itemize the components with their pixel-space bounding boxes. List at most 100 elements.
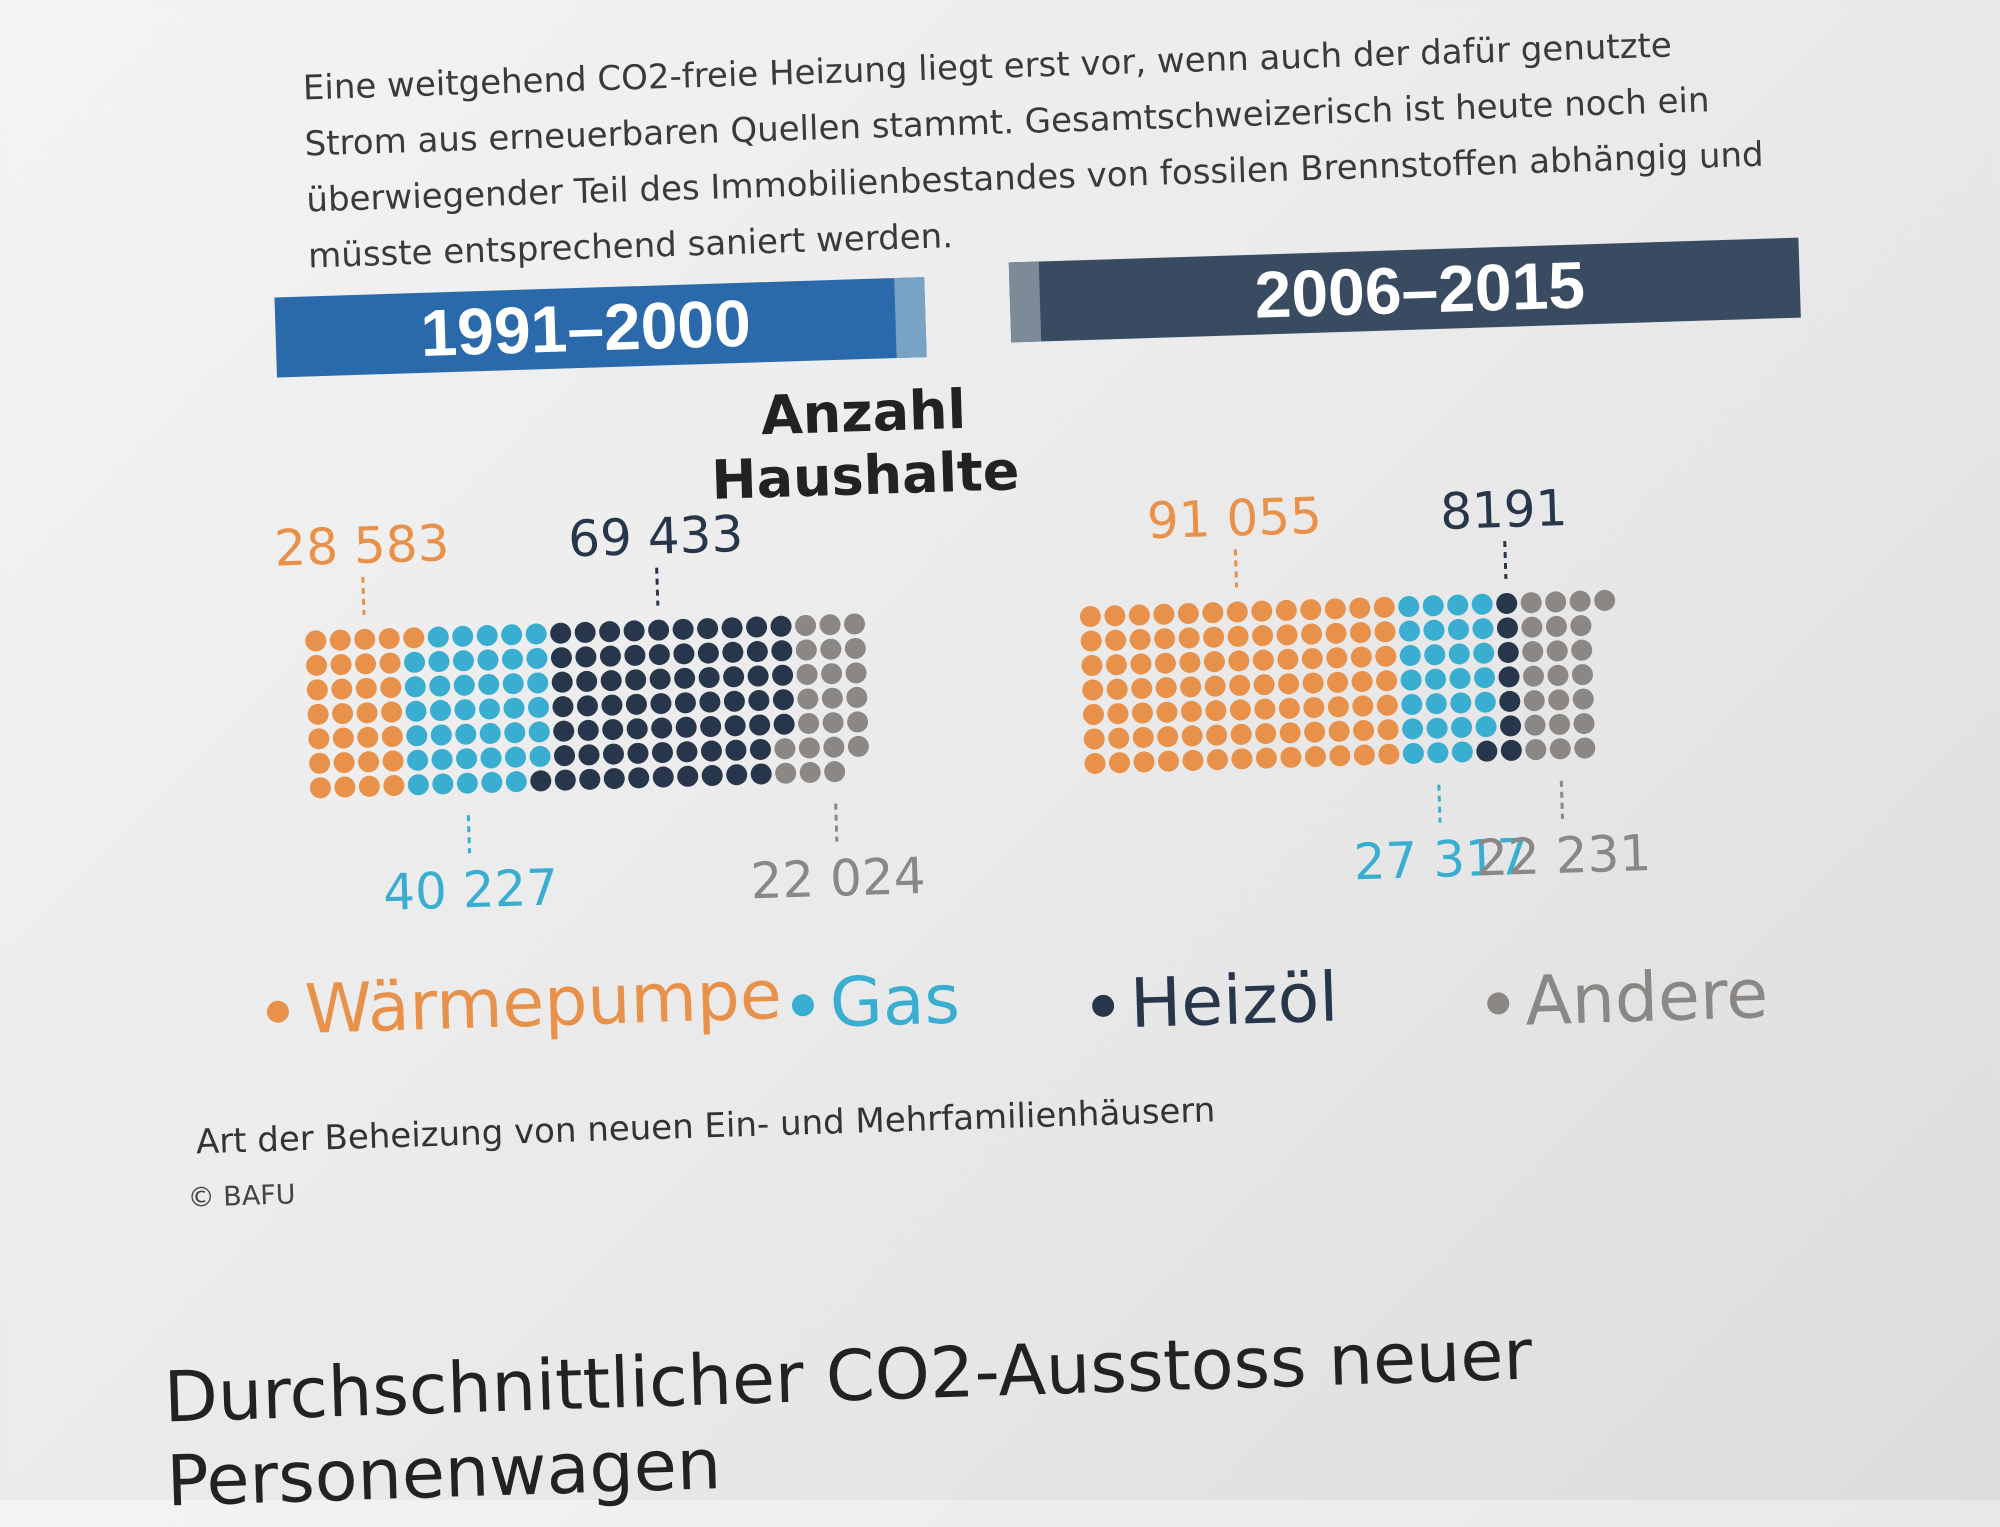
waffle-dot-heizoel bbox=[576, 695, 598, 717]
waffle-dot-andere bbox=[1523, 690, 1545, 712]
waffle-dot-heizoel bbox=[1498, 666, 1520, 688]
waffle-dot-waermepumpe bbox=[1376, 670, 1398, 692]
waffle-dot-waermepumpe bbox=[1154, 628, 1176, 650]
waffle-dot-heizoel bbox=[673, 643, 695, 665]
waffle-dot-heizoel bbox=[1496, 592, 1518, 614]
waffle-dot-waermepumpe bbox=[1302, 672, 1324, 694]
waffle-dot-andere bbox=[1549, 738, 1571, 760]
waffle-dot-andere bbox=[819, 614, 841, 636]
waffle-dot-waermepumpe bbox=[1251, 600, 1273, 622]
waffle-dot-gas bbox=[1402, 718, 1424, 740]
waffle-dot-heizoel bbox=[651, 742, 673, 764]
waffle-dot-heizoel bbox=[579, 768, 601, 790]
waffle-dot-waermepumpe bbox=[305, 630, 327, 652]
waffle-dot-andere bbox=[845, 662, 867, 684]
waffle-dot-andere bbox=[1572, 688, 1594, 710]
waffle-dot-waermepumpe bbox=[355, 653, 377, 675]
legend-waermepumpe: Wärmepumpe bbox=[266, 956, 783, 1051]
waffle-dot-heizoel bbox=[649, 668, 671, 690]
value-label-waermepumpe: 28 583 bbox=[273, 514, 450, 577]
waffle-dot-waermepumpe bbox=[1329, 745, 1351, 767]
waffle-dot-andere bbox=[847, 711, 869, 733]
waffle-dot-waermepumpe bbox=[1205, 700, 1227, 722]
waffle-dot-gas bbox=[454, 699, 476, 721]
waffle-dot-heizoel bbox=[627, 742, 649, 764]
waffle-dot-gas bbox=[429, 675, 451, 697]
waffle-dot-andere bbox=[796, 663, 818, 685]
waffle-dot-gas bbox=[1474, 667, 1496, 689]
waffle-dot-andere bbox=[847, 735, 869, 757]
value-label-heizoel: 69 433 bbox=[567, 505, 744, 568]
waffle-dot-heizoel bbox=[697, 642, 719, 664]
waffle-dot-waermepumpe bbox=[1179, 651, 1201, 673]
waffle-dot-heizoel bbox=[726, 764, 748, 786]
waffle-dot-waermepumpe bbox=[1351, 671, 1373, 693]
waffle-dot-waermepumpe bbox=[1156, 701, 1178, 723]
waffle-dot-gas bbox=[407, 774, 429, 796]
waffle-dot-waermepumpe bbox=[1327, 696, 1349, 718]
waffle-dot-andere bbox=[798, 712, 820, 734]
waffle-dot-gas bbox=[505, 771, 527, 793]
waffle-dot-gas bbox=[405, 700, 427, 722]
waffle-dot-waermepumpe bbox=[382, 750, 404, 772]
waffle-dot-heizoel bbox=[700, 740, 722, 762]
chart-source: © BAFU bbox=[187, 1179, 297, 1214]
waffle-dot-heizoel bbox=[677, 765, 699, 787]
waffle-dot-heizoel bbox=[750, 763, 772, 785]
waffle-dot-andere bbox=[1594, 589, 1616, 611]
waffle-dot-gas bbox=[1424, 644, 1446, 666]
waffle-dot-gas bbox=[452, 650, 474, 672]
waffle-dot-andere bbox=[795, 615, 817, 637]
waffle-dot-gas bbox=[1451, 741, 1473, 763]
waffle-dot-heizoel bbox=[577, 719, 599, 741]
waffle-dot-heizoel bbox=[770, 615, 792, 637]
waffle-dot-gas bbox=[502, 673, 524, 695]
legend-dot bbox=[791, 993, 815, 1017]
waffle-dot-waermepumpe bbox=[1278, 697, 1300, 719]
waffle-dot-gas bbox=[529, 745, 551, 767]
waffle-dot-waermepumpe bbox=[357, 726, 379, 748]
waffle-dot-waermepumpe bbox=[1375, 645, 1397, 667]
waffle-dot-gas bbox=[1423, 619, 1445, 641]
waffle-dot-heizoel bbox=[652, 766, 674, 788]
waffle-dot-waermepumpe bbox=[1131, 702, 1153, 724]
waffle-dot-heizoel bbox=[724, 715, 746, 737]
waffle-dot-heizoel bbox=[624, 644, 646, 666]
waffle-dot-waermepumpe bbox=[379, 652, 401, 674]
waffle-dot-waermepumpe bbox=[1226, 601, 1248, 623]
waffle-dot-andere bbox=[821, 663, 843, 685]
waffle-dot-heizoel bbox=[626, 718, 648, 740]
waffle-dot-waermepumpe bbox=[1109, 752, 1131, 774]
waffle-dot-heizoel bbox=[1499, 690, 1521, 712]
waffle-dot-andere bbox=[822, 712, 844, 734]
waffle-dot-heizoel bbox=[771, 640, 793, 662]
waffle-dot-waermepumpe bbox=[1373, 596, 1395, 618]
waffle-dot-gas bbox=[527, 696, 549, 718]
waffle-dot-andere bbox=[1522, 641, 1544, 663]
waffle-dot-andere bbox=[824, 761, 846, 783]
waffle-dot-andere bbox=[1520, 592, 1542, 614]
waffle-dot-heizoel bbox=[747, 665, 769, 687]
value-leader-line bbox=[466, 815, 472, 854]
waffle-dot-waermepumpe bbox=[1106, 678, 1128, 700]
waffle-dot-heizoel bbox=[723, 666, 745, 688]
waffle-dot-waermepumpe bbox=[1157, 726, 1179, 748]
waffle-dot-waermepumpe bbox=[1182, 749, 1204, 771]
waffle-dot-andere bbox=[1545, 615, 1567, 637]
waffle-dot-waermepumpe bbox=[1377, 719, 1399, 741]
waffle-dot-waermepumpe bbox=[1304, 746, 1326, 768]
waffle-dot-waermepumpe bbox=[1324, 598, 1346, 620]
waffle-dot-waermepumpe bbox=[1083, 728, 1105, 750]
waffle-dot-waermepumpe bbox=[1131, 677, 1153, 699]
waffle-dot-heizoel bbox=[723, 690, 745, 712]
waffle-dot-heizoel bbox=[675, 716, 697, 738]
waffle-dot-waermepumpe bbox=[403, 627, 425, 649]
waffle-dot-waermepumpe bbox=[1301, 623, 1323, 645]
waffle-dot-andere bbox=[1573, 713, 1595, 735]
waffle-dot-waermepumpe bbox=[1275, 599, 1297, 621]
waffle-dot-heizoel bbox=[1497, 641, 1519, 663]
waffle-dot-waermepumpe bbox=[1328, 720, 1350, 742]
waffle-dot-andere bbox=[797, 688, 819, 710]
waffle-dot-waermepumpe bbox=[1353, 744, 1375, 766]
waffle-dot-gas bbox=[1402, 742, 1424, 764]
